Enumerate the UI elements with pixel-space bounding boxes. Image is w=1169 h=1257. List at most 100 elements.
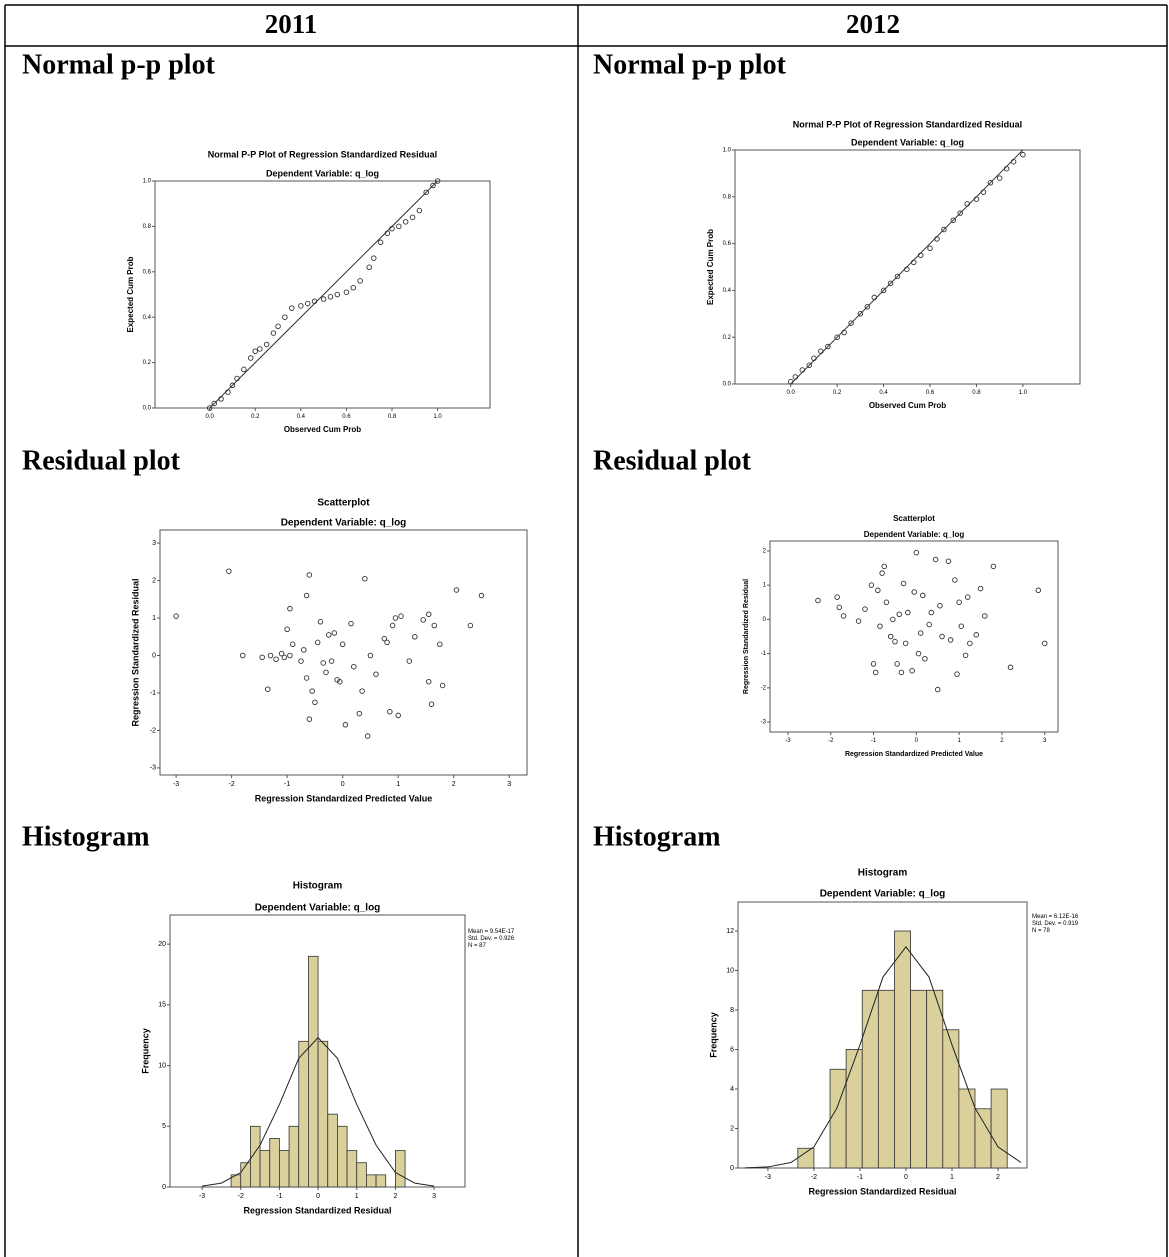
data-point	[873, 670, 878, 675]
data-point	[318, 619, 323, 624]
histogram-bar	[270, 1138, 280, 1187]
chart-subtitle: Dependent Variable: q_log	[851, 137, 964, 147]
data-point	[816, 598, 821, 603]
y-tick-label: 3	[152, 540, 156, 547]
data-point	[288, 606, 293, 611]
data-point	[871, 662, 876, 667]
data-point	[905, 267, 910, 272]
y-axis-label: Expected Cum Prob	[126, 256, 135, 332]
x-tick-label: -3	[785, 738, 791, 744]
data-point	[227, 569, 232, 574]
section-heading: Histogram	[593, 821, 721, 852]
data-point	[863, 607, 868, 612]
x-axis-label: Observed Cum Prob	[869, 401, 946, 410]
data-point	[289, 306, 294, 311]
data-point	[283, 315, 288, 320]
column-header: 2011	[265, 9, 318, 39]
data-point	[959, 624, 964, 629]
x-tick-label: -3	[765, 1174, 771, 1181]
data-point	[304, 593, 309, 598]
x-tick-label: 0.0	[787, 390, 796, 396]
data-point	[385, 640, 390, 645]
y-tick-label: 1	[763, 583, 767, 589]
data-point	[948, 638, 953, 643]
data-point	[974, 632, 979, 637]
y-axis-label: Regression Standardized Residual	[743, 579, 750, 694]
data-point	[357, 711, 362, 716]
data-point	[1036, 588, 1041, 593]
data-point	[882, 564, 887, 569]
x-tick-label: 0.8	[972, 390, 981, 396]
y-tick-label: 0	[763, 617, 767, 623]
data-point	[927, 622, 932, 627]
chart-title: Normal P-P Plot of Regression Standardiz…	[208, 149, 437, 159]
x-tick-label: -3	[199, 1193, 205, 1200]
x-tick-label: 0	[316, 1193, 320, 1200]
x-tick-label: -1	[284, 781, 290, 788]
y-tick-label: 8	[730, 1007, 734, 1014]
histogram-bar	[846, 1050, 862, 1168]
x-tick-label: 3	[507, 781, 511, 788]
x-tick-label: 2	[452, 781, 456, 788]
data-point	[978, 586, 983, 591]
data-point	[997, 176, 1002, 181]
plot-frame	[160, 530, 527, 775]
x-tick-label: -2	[238, 1193, 244, 1200]
data-point	[329, 659, 334, 664]
data-point	[302, 648, 307, 653]
data-point	[983, 614, 988, 619]
x-tick-label: 0.4	[297, 414, 306, 420]
data-point	[974, 197, 979, 202]
histogram-bar	[395, 1151, 405, 1187]
x-tick-label: -2	[811, 1174, 817, 1181]
x-tick-label: -2	[229, 781, 235, 788]
y-tick-label: 2	[152, 577, 156, 584]
plot-frame	[770, 541, 1058, 732]
y-tick-label: 0.0	[143, 406, 152, 412]
data-point	[421, 618, 426, 623]
y-tick-label: 10	[726, 967, 734, 974]
x-tick-label: 0.6	[342, 414, 351, 420]
x-tick-label: 2	[1000, 738, 1004, 744]
data-point	[957, 600, 962, 605]
data-point	[905, 610, 910, 615]
x-tick-label: 0.2	[833, 390, 842, 396]
stats-text: Std. Dev. = 0.926	[468, 936, 515, 942]
data-point	[396, 713, 401, 718]
histogram-bar	[318, 1041, 328, 1187]
x-tick-label: 2	[996, 1174, 1000, 1181]
histogram-bar	[878, 990, 894, 1168]
data-point	[903, 641, 908, 646]
data-point	[374, 672, 379, 677]
y-tick-label: 2	[730, 1125, 734, 1132]
data-point	[1008, 665, 1013, 670]
x-tick-label: 1.0	[433, 414, 442, 420]
data-point	[367, 265, 372, 270]
data-point	[940, 634, 945, 639]
y-tick-label: 0.8	[723, 194, 732, 200]
section-heading: Residual plot	[593, 445, 752, 476]
data-point	[893, 639, 898, 644]
x-tick-label: 1	[950, 1174, 954, 1181]
data-point	[315, 640, 320, 645]
chart-subtitle: Dependent Variable: q_log	[820, 889, 946, 900]
y-tick-label: -1	[150, 690, 156, 697]
data-point	[955, 672, 960, 677]
x-tick-label: 3	[432, 1193, 436, 1200]
data-point	[410, 215, 415, 220]
data-point	[305, 301, 310, 306]
y-tick-label: 0.0	[723, 382, 732, 388]
stats-text: Mean = 6.12E-16	[1032, 914, 1079, 920]
data-point	[911, 260, 916, 265]
data-point	[912, 590, 917, 595]
data-point	[371, 256, 376, 261]
data-point	[869, 583, 874, 588]
data-point	[365, 734, 370, 739]
x-tick-label: 0	[915, 738, 919, 744]
data-point	[343, 723, 348, 728]
histogram-bar	[289, 1126, 299, 1187]
data-point	[884, 600, 889, 605]
data-point	[282, 655, 287, 660]
data-point	[332, 631, 337, 636]
x-tick-label: -3	[173, 781, 179, 788]
